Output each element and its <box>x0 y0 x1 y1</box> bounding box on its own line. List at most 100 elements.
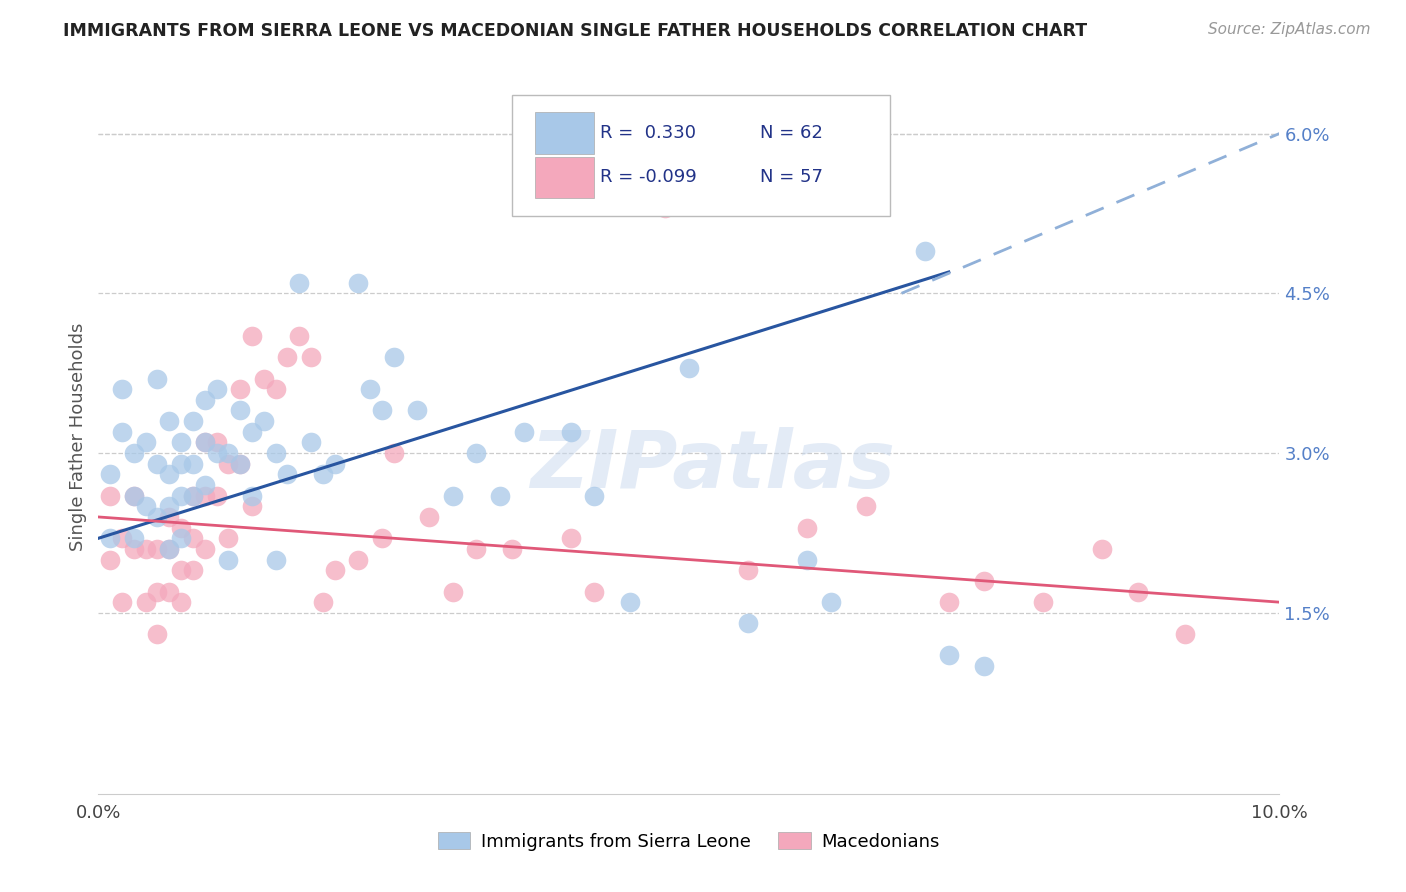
Point <box>229 382 252 396</box>
Point <box>170 435 193 450</box>
Point <box>382 350 405 364</box>
Point <box>855 500 877 514</box>
Point <box>288 329 311 343</box>
Point <box>122 541 145 556</box>
Point <box>111 531 134 545</box>
Point <box>973 574 995 588</box>
Point <box>619 595 641 609</box>
Point <box>157 500 180 514</box>
Point <box>170 595 193 609</box>
Point <box>205 382 228 396</box>
Point <box>418 510 440 524</box>
Point <box>264 552 287 566</box>
Point <box>465 446 488 460</box>
Point <box>146 510 169 524</box>
FancyBboxPatch shape <box>536 112 595 153</box>
Point <box>217 552 239 566</box>
Point <box>170 457 193 471</box>
Point <box>98 489 121 503</box>
Point <box>194 392 217 407</box>
Point <box>312 595 335 609</box>
Point <box>299 435 322 450</box>
Point <box>135 595 157 609</box>
Point <box>217 446 239 460</box>
Point <box>737 563 759 577</box>
Point <box>146 457 169 471</box>
Point <box>253 371 276 385</box>
Point <box>299 350 322 364</box>
Point <box>1091 541 1114 556</box>
Point <box>217 531 239 545</box>
Point <box>560 425 582 439</box>
Point <box>194 435 217 450</box>
Point <box>512 425 534 439</box>
Point <box>323 457 346 471</box>
Point <box>240 329 263 343</box>
Point <box>146 371 169 385</box>
Legend: Immigrants from Sierra Leone, Macedonians: Immigrants from Sierra Leone, Macedonian… <box>430 825 948 858</box>
FancyBboxPatch shape <box>536 157 595 198</box>
Point <box>678 360 700 375</box>
Point <box>111 595 134 609</box>
Point <box>146 584 169 599</box>
Point <box>240 500 263 514</box>
Point <box>146 541 169 556</box>
Point <box>240 425 263 439</box>
Point <box>205 489 228 503</box>
Point <box>146 627 169 641</box>
Point <box>157 541 180 556</box>
Point <box>135 541 157 556</box>
Point <box>406 403 429 417</box>
Point <box>98 552 121 566</box>
Point <box>157 467 180 482</box>
Point <box>737 616 759 631</box>
Point <box>122 446 145 460</box>
Point <box>583 489 606 503</box>
Point <box>157 510 180 524</box>
Point <box>938 648 960 663</box>
Point <box>181 531 204 545</box>
Point <box>181 489 204 503</box>
Point <box>217 457 239 471</box>
Point <box>205 435 228 450</box>
Point <box>359 382 381 396</box>
Point <box>347 276 370 290</box>
Point <box>276 467 298 482</box>
Point <box>194 435 217 450</box>
Point <box>1174 627 1197 641</box>
Point <box>820 595 842 609</box>
Point <box>560 531 582 545</box>
Point <box>276 350 298 364</box>
Point <box>938 595 960 609</box>
Point <box>157 414 180 428</box>
Point <box>240 489 263 503</box>
Point <box>371 531 394 545</box>
Point <box>181 457 204 471</box>
Point <box>441 584 464 599</box>
Point <box>347 552 370 566</box>
Point <box>1032 595 1054 609</box>
Point <box>111 382 134 396</box>
Point <box>122 531 145 545</box>
Point <box>135 435 157 450</box>
Text: N = 57: N = 57 <box>759 169 823 186</box>
Point <box>170 489 193 503</box>
Point <box>1126 584 1149 599</box>
Point <box>194 489 217 503</box>
Point <box>181 563 204 577</box>
Point <box>441 489 464 503</box>
Point <box>170 520 193 534</box>
Point <box>382 446 405 460</box>
Y-axis label: Single Father Households: Single Father Households <box>69 323 87 551</box>
Point <box>157 584 180 599</box>
Text: ZIPatlas: ZIPatlas <box>530 426 896 505</box>
Point <box>312 467 335 482</box>
Point <box>205 446 228 460</box>
Point <box>796 520 818 534</box>
Point <box>194 478 217 492</box>
Point <box>157 541 180 556</box>
Point <box>229 403 252 417</box>
Point <box>264 446 287 460</box>
Point <box>170 563 193 577</box>
Point <box>111 425 134 439</box>
